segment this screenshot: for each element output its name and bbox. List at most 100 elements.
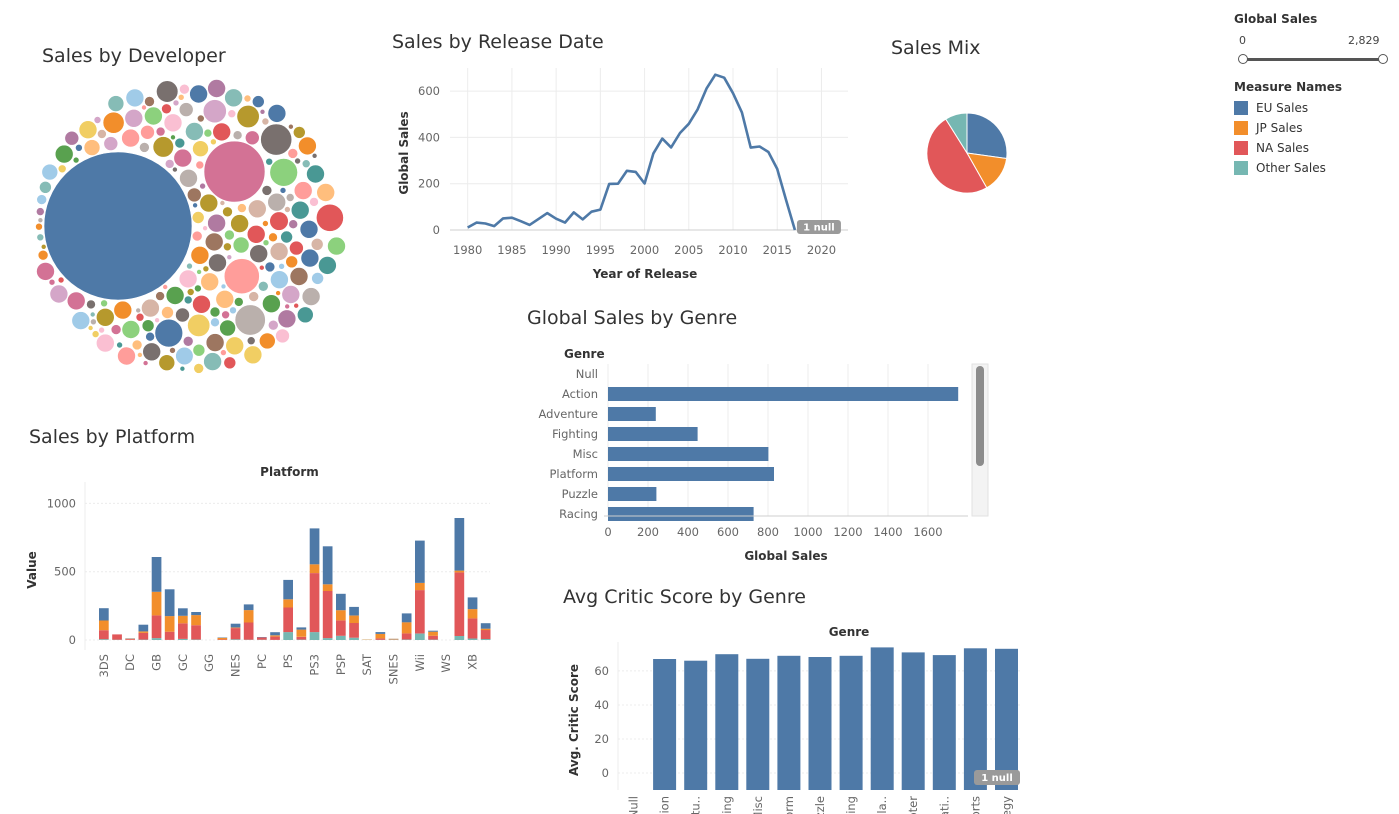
platform-bar-segment — [178, 623, 188, 639]
developer-bubble — [96, 307, 115, 327]
genre-bar — [608, 387, 959, 401]
developer-bubble — [179, 365, 186, 372]
developer-bubble — [258, 264, 265, 271]
developer-bubble — [91, 330, 100, 338]
developer-bubble — [232, 236, 250, 254]
developer-bubble — [294, 157, 301, 165]
release-line-chart[interactable]: 0 200 400 600 1980 1985 1990 1995 2000 2005 2010 20… — [380, 60, 860, 300]
platform-bar-segment — [349, 637, 359, 640]
critic-header: Genre — [829, 625, 870, 639]
platform-bar-segment — [191, 625, 201, 640]
platform-bar-segment — [217, 637, 228, 640]
developer-bubble — [144, 106, 163, 126]
developer-bubble — [277, 309, 297, 329]
y-tick-label: Platform — [550, 467, 599, 481]
platform-bar-segment — [151, 638, 162, 640]
platform-bar-segment — [283, 599, 293, 608]
developer-bubble — [245, 130, 260, 146]
developer-bubble — [236, 105, 260, 129]
genre-bar — [608, 487, 657, 501]
developer-bubble — [169, 347, 176, 354]
critic-score-bar-chart[interactable]: Genre 0 20 40 60 Avg. Critic Score Null ion tu..… — [560, 620, 1030, 814]
platform-bar-segment — [230, 628, 241, 640]
developer-bubble — [243, 94, 252, 103]
critic-bar — [963, 648, 987, 790]
null-badge — [796, 220, 841, 234]
developer-bubble — [192, 343, 206, 357]
x-tick-label: 1400 — [873, 525, 902, 539]
legend-item-jp[interactable]: JP Sales — [1234, 118, 1394, 138]
platform-bar-segment — [99, 608, 109, 621]
x-tick-label: Misc — [751, 796, 765, 814]
legend-swatch — [1234, 121, 1248, 135]
developer-bubble — [39, 181, 52, 194]
developer-bubble — [237, 203, 247, 213]
platform-bar-segment — [322, 638, 333, 640]
developer-bubble — [72, 156, 80, 164]
measure-names-legend-title: Measure Names — [1234, 80, 1343, 94]
developer-bubble — [116, 341, 123, 349]
developer-bubble — [158, 354, 176, 372]
genre-bar — [608, 467, 774, 481]
developer-bubble — [141, 298, 160, 318]
platform-bar-segment — [349, 606, 359, 616]
legend-item-na[interactable]: NA Sales — [1234, 138, 1394, 158]
developer-bubble — [269, 242, 289, 261]
developer-bubble — [156, 80, 179, 103]
legend-label: EU Sales — [1256, 101, 1309, 115]
x-tick-label: la.. — [875, 796, 889, 814]
platform-bar-segment — [178, 615, 188, 624]
platform-bar-segment — [428, 630, 438, 632]
x-tick-label: PS — [281, 654, 295, 668]
y-tick-label: 1000 — [47, 496, 76, 510]
platform-bar-segment — [375, 632, 386, 634]
x-tick-label: GB — [150, 654, 164, 671]
x-tick-label: 1200 — [833, 525, 862, 539]
developer-bubble — [219, 200, 226, 206]
x-tick-label: cing — [844, 796, 858, 814]
slider-min-handle[interactable] — [1238, 54, 1248, 64]
global-sales-range-slider[interactable] — [1238, 52, 1388, 66]
genre-bar — [608, 447, 769, 461]
legend-item-eu[interactable]: EU Sales — [1234, 98, 1394, 118]
sales-mix-pie-chart[interactable] — [900, 90, 1040, 230]
developer-bubble — [131, 339, 143, 351]
genre-bar-chart[interactable]: Genre Null Action Adventure Fighting Misc Plat… — [520, 340, 1000, 570]
developer-bubble — [315, 203, 344, 232]
developer-bubble — [90, 318, 97, 326]
y-tick-label: 20 — [594, 732, 609, 746]
legend-item-other[interactable]: Other Sales — [1234, 158, 1394, 178]
developer-bubble — [186, 262, 193, 270]
genre-bar — [608, 407, 656, 421]
developer-bubble — [107, 95, 125, 112]
developer-bubble — [36, 233, 45, 242]
platform-bar-segment — [164, 616, 175, 632]
developer-bubble — [154, 317, 160, 324]
platform-bar-segment — [349, 615, 359, 623]
developer-bubble — [202, 225, 208, 231]
developer-bubble — [219, 319, 236, 337]
developer-bubble — [163, 113, 183, 133]
y-axis-title: Avg. Critic Score — [567, 664, 581, 776]
platform-bar-segment — [191, 612, 201, 616]
y-tick-label: Adventure — [539, 407, 598, 421]
platform-bar-segment — [322, 591, 333, 639]
developer-bubble-chart[interactable] — [0, 0, 380, 400]
developer-bubble — [196, 269, 202, 275]
y-tick-label: Null — [576, 367, 598, 381]
platform-bar-segment — [151, 591, 162, 616]
developer-bubble — [36, 194, 48, 205]
platform-bar-segment — [428, 635, 438, 640]
x-tick-label: 200 — [637, 525, 659, 539]
platform-bar-segment — [336, 593, 346, 611]
developer-bubble — [306, 164, 325, 184]
x-tick-label: GC — [176, 654, 190, 671]
developer-bubble — [275, 290, 281, 296]
slider-max-handle[interactable] — [1378, 54, 1388, 64]
developer-bubble — [57, 164, 67, 174]
developer-bubble — [287, 148, 299, 159]
developer-bubble — [210, 317, 220, 328]
developer-bubble — [203, 352, 222, 371]
developer-bubble — [173, 148, 193, 168]
